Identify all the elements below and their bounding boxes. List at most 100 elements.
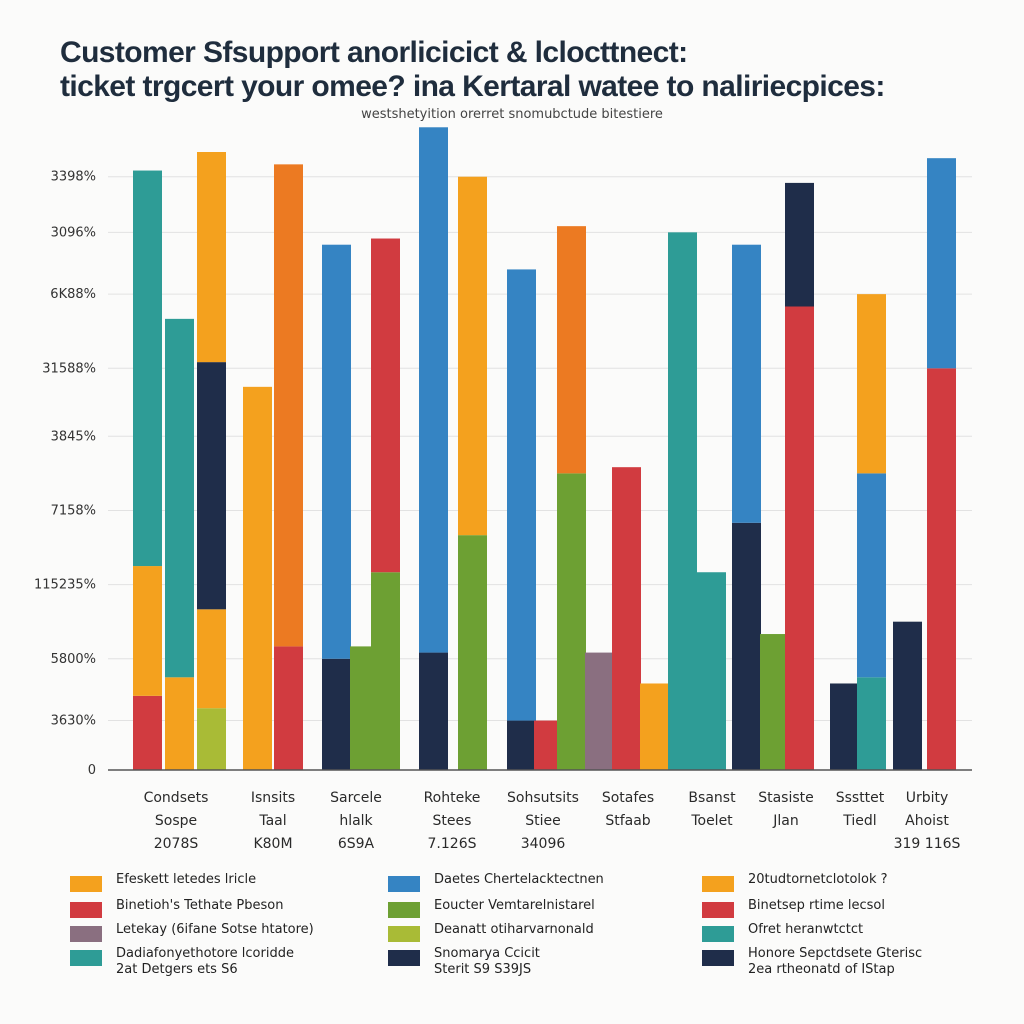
bar-segment — [419, 652, 448, 770]
bar-segment — [697, 572, 726, 770]
legend-label: Ofret heranwtctct — [748, 922, 864, 937]
x-category-label: 34096 — [521, 836, 566, 852]
bar-segment — [165, 677, 194, 770]
x-category-label: Sohsutsits — [507, 790, 579, 806]
legend-swatch — [70, 876, 102, 892]
x-category-label: Sarcele — [330, 790, 382, 806]
x-category-label: Sospe — [155, 813, 197, 829]
bar-segment — [243, 386, 272, 770]
bar-segment — [830, 683, 859, 770]
bar-segment — [732, 522, 761, 770]
y-tick-label: 31588% — [42, 361, 96, 376]
legend-swatch — [388, 950, 420, 966]
legend-label: Sterit S9 S39JS — [434, 962, 532, 977]
bar-segment — [371, 572, 400, 770]
x-category-label: 6S9A — [338, 836, 375, 852]
bar-segment — [274, 646, 303, 770]
legend-swatch — [388, 926, 420, 942]
chart-title-line-2: ticket trgcert your omee? ina Kertaral w… — [60, 70, 885, 103]
legend-label: Binetioh's Tethate Pbeson — [116, 898, 284, 913]
x-category-label: Stees — [433, 813, 472, 829]
x-category-label: Sssttet — [836, 790, 885, 806]
x-category-label: Sotafes — [602, 790, 654, 806]
bar-segment — [371, 238, 400, 573]
legend-swatch — [702, 926, 734, 942]
y-tick-label: 0 — [88, 763, 96, 778]
x-category-label: Condsets — [144, 790, 209, 806]
x-category-label: Jlan — [772, 813, 798, 829]
legend-swatch — [702, 876, 734, 892]
legend-swatch — [702, 902, 734, 918]
legend-label: Deanatt otiharvarnonald — [434, 922, 594, 937]
legend-label: 2at Detgers ets S6 — [116, 962, 238, 977]
bar-segment — [927, 158, 956, 369]
legend-label: Dadiafonyethotore lcoridde — [116, 946, 294, 961]
x-category-label: Stasiste — [758, 790, 814, 806]
legend-label: Efeskett letedes lricle — [116, 872, 257, 887]
legend-label: Daetes Chertelacktectnen — [434, 872, 604, 887]
chart-plot: 0 3630% 5800% 115235% 7158% 3845% 31588% 6K88% 3… — [34, 127, 972, 852]
bar-segment — [197, 609, 226, 709]
legend-label: 2ea rtheonatd of IStap — [748, 962, 895, 977]
x-category-label: 2078S — [154, 836, 199, 852]
x-category-label: Toelet — [690, 813, 733, 829]
x-category-label: 7.126S — [428, 836, 477, 852]
chart-title: Customer Sfsupport anorlicicict & lcloct… — [60, 36, 990, 104]
bar-segment — [507, 269, 536, 721]
y-tick-label: 3096% — [51, 225, 96, 240]
bar-segment — [507, 720, 536, 770]
bar-segment — [857, 677, 886, 770]
legend-swatch — [388, 902, 420, 918]
x-category-label: Taal — [258, 813, 286, 829]
bar-segment — [732, 244, 761, 523]
legend-swatch — [70, 902, 102, 918]
legend-label: Snomarya Ccicit — [434, 946, 540, 961]
bar-segment — [322, 244, 351, 659]
bar-segment — [458, 176, 487, 536]
legend-label: Honore Sepctdsete Gterisc — [748, 946, 923, 961]
bar-segment — [197, 152, 226, 363]
legend-label: Letekay (6ifane Sotse htatore) — [116, 922, 314, 937]
y-tick-label: 115235% — [34, 578, 96, 593]
y-tick-label: 6K88% — [50, 287, 96, 302]
bar-segment — [927, 368, 956, 770]
chart-title-line-1: Customer Sfsupport anorlicicict & lcloct… — [60, 36, 688, 69]
legend-swatch — [702, 950, 734, 966]
bar-segment — [557, 473, 586, 770]
bar-segment — [585, 652, 614, 770]
y-tick-label: 3630% — [51, 714, 96, 729]
x-category-label: hlalk — [339, 813, 373, 829]
x-category-label: 319 116S — [894, 836, 961, 852]
y-tick-label: 3845% — [51, 429, 96, 444]
x-category-label: Urbity — [906, 790, 949, 806]
x-category-label: Stfaab — [605, 813, 650, 829]
bar-segment — [857, 473, 886, 678]
y-tick-label: 3398% — [51, 170, 96, 185]
legend-label: 20tudtornetclotolok ? — [748, 872, 888, 887]
bar-segment — [857, 294, 886, 474]
x-category-label: Ahoist — [905, 813, 949, 829]
x-category-label: Rohteke — [424, 790, 481, 806]
bar-segment — [612, 467, 641, 770]
y-tick-label: 7158% — [51, 503, 96, 518]
x-category-label: K80M — [253, 836, 292, 852]
bar-segment — [322, 658, 351, 770]
x-category-label: Tiedl — [842, 813, 876, 829]
bar-segment — [419, 127, 448, 653]
chart-subtitle: westshetyition orerret snomubctude bites… — [361, 107, 663, 122]
bar-segment — [197, 708, 226, 770]
bar-segment — [133, 695, 162, 770]
bar-segment — [458, 535, 487, 770]
x-category-label: Bsanst — [688, 790, 736, 806]
bar-segment — [893, 621, 922, 770]
legend-swatch — [70, 926, 102, 942]
bar-segment — [668, 232, 697, 771]
bar-segment — [760, 634, 789, 770]
x-category-label: Isnsits — [251, 790, 295, 806]
legend-label: Eoucter Vemtarelnistarel — [434, 898, 595, 913]
bar-segment — [165, 318, 194, 678]
bar-segment — [785, 306, 814, 770]
bar-segment — [133, 170, 162, 567]
bar-segment — [785, 182, 814, 307]
bar-segment — [640, 683, 669, 770]
